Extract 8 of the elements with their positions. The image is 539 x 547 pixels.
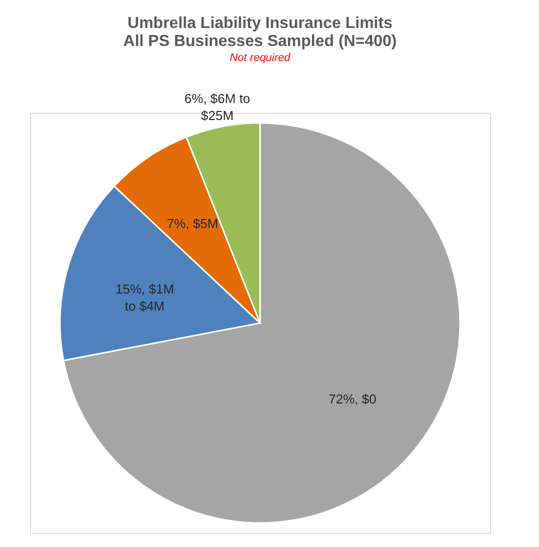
text: Umbrella Liability Insurance Limits [128,15,392,32]
slice-label: 7%, $5M [166,216,218,231]
text: All PS Businesses Sampled (N=400) [123,33,397,50]
slice-label: 72%, $0 [328,391,376,406]
slice-label: 15%, $1M to $4M [115,282,174,314]
pie-slice [62,122,461,524]
chart-subtitle: Not required [230,52,292,64]
slice-label: 6%, $6M to $25M [184,91,250,124]
